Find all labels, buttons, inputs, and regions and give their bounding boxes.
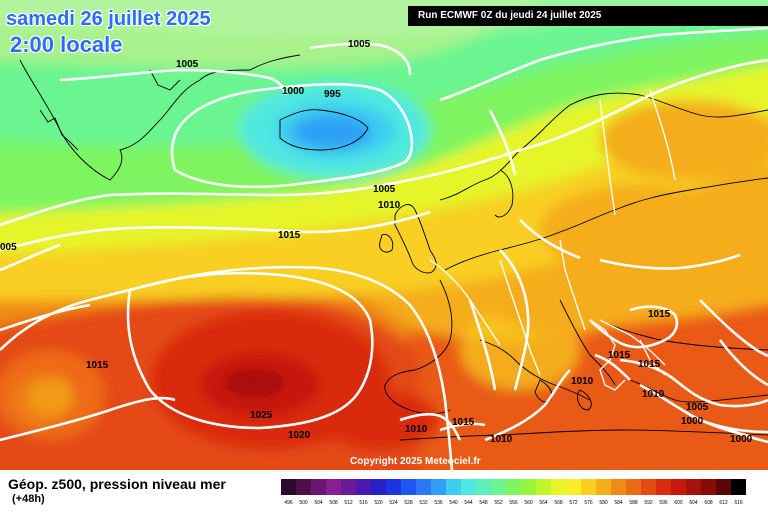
map-canvas: 1005 1005 1000 995 1005 1010 1015 005 10… [0,0,768,490]
run-info: Run ECMWF 0Z du jeudi 24 juillet 2025 [408,6,768,26]
scale-swatch [581,479,596,495]
scale-label: 568 [554,500,563,506]
label-1015-atlantic: 1015 [278,230,301,241]
scale-label: 600 [674,500,683,506]
scale-label: 552 [494,500,503,506]
scale-label: 604 [689,500,698,506]
label-1015-gibraltar: 1015 [452,417,475,428]
scale-swatch [296,479,311,495]
scale-label: 596 [659,500,668,506]
label-1005-uk-north: 1005 [373,184,396,195]
isobar-labels: 1005 1005 1000 995 1005 1010 1015 005 10… [0,39,753,445]
scale-label: 592 [644,500,653,506]
label-1010-greece: 1010 [642,389,665,400]
scale-label: 608 [704,500,713,506]
scale-label: 520 [374,500,383,506]
coastlines [19,54,768,441]
label-1010-iberia: 1010 [405,424,428,435]
scale-label: 508 [329,500,338,506]
label-1010-italy: 1010 [571,376,594,387]
scale-swatch [686,479,701,495]
scale-swatch [611,479,626,495]
scale-label: 580 [599,500,608,506]
scale-label: 584 [614,500,623,506]
copyright: Copyright 2025 Meteociel.fr [350,456,481,467]
scale-label: 536 [434,500,443,506]
scale-swatch [626,479,641,495]
scale-label: 572 [569,500,578,506]
label-1020-south: 1020 [288,430,311,441]
label-1010-algeria: 1010 [490,434,513,445]
label-1025-high: 1025 [250,410,273,421]
scale-label: 544 [464,500,473,506]
scale-swatch [491,479,506,495]
scale-label: 504 [314,500,323,506]
weather-map: 1005 1005 1000 995 1005 1010 1015 005 10… [0,0,768,490]
scale-swatch [551,479,566,495]
forecast-time: 2:00 locale [10,32,123,57]
scale-label: 548 [479,500,488,506]
scale-label: 496 [284,500,293,506]
label-005-west-edge: 005 [0,242,17,253]
scale-swatch [476,479,491,495]
scale-swatch [671,479,686,495]
legend-panel: Géop. z500, pression niveau mer (+48h) 4… [0,470,768,512]
label-1015-balkans: 1015 [648,309,671,320]
scale-swatch [356,479,371,495]
forecast-date: samedi 26 juillet 2025 [6,8,211,30]
label-1015-greece-north: 1015 [638,359,661,370]
label-1000-cyprus: 1000 [681,416,704,427]
scale-swatch [371,479,386,495]
isobars [0,8,768,471]
scale-swatch [596,479,611,495]
legend-title: Géop. z500, pression niveau mer [8,476,226,492]
scale-label: 576 [584,500,593,506]
scale-label: 516 [359,500,368,506]
scale-swatch [386,479,401,495]
scale-label: 512 [344,500,353,506]
color-scale-labels: 496 500 504 508 512 516 520 524 528 532 536 540 544 5… [281,500,746,506]
label-1010-uk: 1010 [378,200,401,211]
scale-swatch [656,479,671,495]
label-1000-iceland: 1000 [282,86,305,97]
scale-swatch [701,479,716,495]
scale-label: 528 [404,500,413,506]
scale-label: 612 [719,500,728,506]
scale-label: 564 [539,500,548,506]
label-1005-turkey: 1005 [686,402,709,413]
label-1005-north: 1005 [348,39,371,50]
label-1015-azores-west: 1015 [86,360,109,371]
legend-subtitle: (+48h) [12,493,45,505]
scale-swatch [326,479,341,495]
scale-label: 524 [389,500,398,506]
scale-label: 616 [734,500,743,506]
scale-swatch [311,479,326,495]
scale-label: 588 [629,500,638,506]
geopotential-field [0,0,768,490]
scale-swatch [521,479,536,495]
scale-label: 540 [449,500,458,506]
scale-label: 556 [509,500,518,506]
scale-swatch [641,479,656,495]
scale-swatch [716,479,731,495]
scale-swatch [506,479,521,495]
scale-swatch [401,479,416,495]
label-1015-adriatic: 1015 [608,350,631,361]
scale-swatch [566,479,581,495]
scale-label: 532 [419,500,428,506]
scale-swatch [461,479,476,495]
scale-swatch [281,479,296,495]
label-995-iceland: 995 [324,89,341,100]
scale-swatch [731,479,746,495]
label-1005-greenland: 1005 [176,59,199,70]
label-1000-east-edge: 1000 [730,434,753,445]
scale-label: 560 [524,500,533,506]
scale-swatch [341,479,356,495]
scale-swatch [431,479,446,495]
color-scale [281,479,746,495]
scale-swatch [536,479,551,495]
scale-swatch [446,479,461,495]
scale-label: 500 [299,500,308,506]
scale-swatch [416,479,431,495]
